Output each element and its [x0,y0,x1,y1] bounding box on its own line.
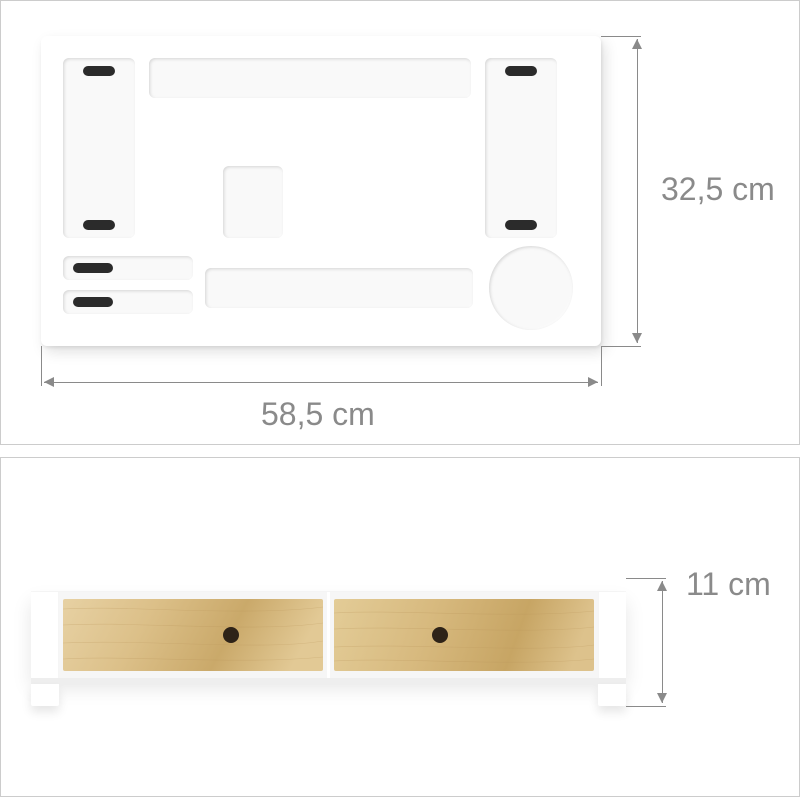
drawer-right [334,599,594,671]
dim-height-arrow [662,581,663,703]
recess-small-square [223,166,283,238]
monitor-stand-front [31,578,626,706]
recess-phone-left [63,58,135,238]
stand-leg-left [31,684,59,706]
slot-pen-2 [73,297,113,307]
stand-leg-right [598,684,626,706]
dim-depth-label: 32,5 cm [661,171,775,208]
tray-top-view [41,36,601,346]
dim-height-tick-bottom [626,706,666,707]
dim-width-tick-right [601,346,602,386]
recess-phone-right [485,58,557,238]
dim-width-label: 58,5 cm [261,396,375,433]
recess-long-bottom [205,268,473,308]
dim-depth-tick-top [601,36,641,37]
drawer-right-hole [432,627,448,643]
stand-side-right [598,592,626,678]
slot-phone-left-bottom [83,220,115,230]
slot-pen-1 [73,263,113,273]
slot-phone-left-top [83,66,115,76]
drawer-left-hole [223,627,239,643]
dim-height-tick-top [626,578,666,579]
stand-top-plate [31,578,626,592]
dim-depth-arrow [637,39,638,343]
infographic-container: 32,5 cm 58,5 cm [0,0,800,798]
dim-width-tick-left [41,346,42,386]
stand-body [31,592,626,678]
stand-bottom-strip [31,678,626,684]
panel-top-view: 32,5 cm 58,5 cm [0,0,800,445]
stand-side-left [31,592,59,678]
dim-width-arrow [44,382,598,383]
panel-front-view: 11 cm [0,457,800,797]
drawer-left-face [63,599,323,671]
dim-height-label: 11 cm [686,566,771,603]
recess-long-top [149,58,471,98]
dim-depth-tick-bottom [601,346,641,347]
drawer-left [63,599,323,671]
stand-center-divider [327,592,330,678]
recess-cup [489,246,573,330]
slot-phone-right-bottom [505,220,537,230]
drawer-right-face [334,599,594,671]
slot-phone-right-top [505,66,537,76]
